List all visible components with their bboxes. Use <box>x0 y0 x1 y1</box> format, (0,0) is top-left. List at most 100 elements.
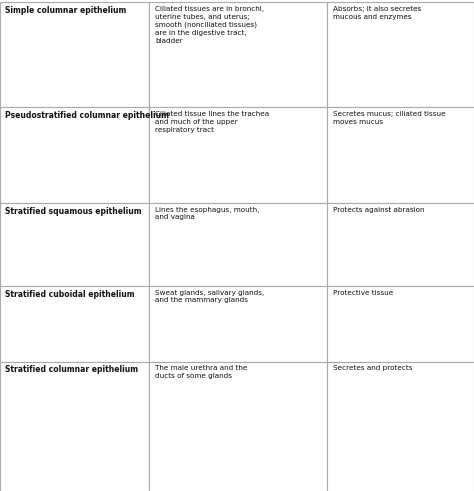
Bar <box>327 2 474 108</box>
Bar <box>88 318 112 334</box>
Ellipse shape <box>120 324 134 329</box>
Ellipse shape <box>101 420 113 430</box>
Ellipse shape <box>119 159 134 165</box>
Bar <box>34 154 57 157</box>
Text: Absorbs; it also secretes
mucous and enzymes: Absorbs; it also secretes mucous and enz… <box>333 6 421 20</box>
Bar <box>88 155 111 159</box>
Bar <box>61 251 85 262</box>
Bar <box>0 361 149 491</box>
Bar <box>88 336 112 352</box>
Text: Protective tissue: Protective tissue <box>333 290 393 296</box>
Bar <box>149 203 327 286</box>
Ellipse shape <box>87 66 98 82</box>
Bar <box>6 482 140 484</box>
Ellipse shape <box>65 177 81 187</box>
Ellipse shape <box>67 66 79 82</box>
Ellipse shape <box>12 159 27 166</box>
Bar <box>149 2 327 108</box>
Bar <box>96 403 116 440</box>
Bar <box>7 336 31 352</box>
Bar <box>114 318 138 334</box>
Bar <box>7 251 32 262</box>
Text: Stratified cuboidal epithelium: Stratified cuboidal epithelium <box>5 290 134 299</box>
Ellipse shape <box>125 66 137 82</box>
Ellipse shape <box>92 162 108 167</box>
Ellipse shape <box>106 66 118 82</box>
Ellipse shape <box>14 255 25 259</box>
Bar <box>88 251 112 262</box>
Bar <box>0 203 149 286</box>
Bar <box>61 318 85 334</box>
Bar <box>6 354 140 358</box>
Ellipse shape <box>123 462 135 471</box>
Bar <box>327 286 474 361</box>
Ellipse shape <box>10 66 21 82</box>
Bar <box>45 35 62 92</box>
Bar <box>61 264 85 275</box>
Bar <box>0 286 149 361</box>
Ellipse shape <box>92 167 108 174</box>
Text: Ciliated tissue lines the trachea
and much of the upper
respiratory tract: Ciliated tissue lines the trachea and mu… <box>155 111 269 133</box>
Ellipse shape <box>121 255 133 259</box>
Text: Secretes mucus; ciliated tissue
moves mucus: Secretes mucus; ciliated tissue moves mu… <box>333 111 446 125</box>
Bar <box>119 403 138 440</box>
Bar <box>34 318 58 334</box>
Ellipse shape <box>79 420 90 430</box>
Ellipse shape <box>13 324 26 329</box>
Text: Ciliated tissues are in bronchi,
uterine tubes, and uterus;
smooth (nonciliated : Ciliated tissues are in bronchi, uterine… <box>155 6 264 44</box>
Bar <box>7 149 30 190</box>
Bar <box>6 277 140 282</box>
Bar <box>29 444 49 482</box>
Ellipse shape <box>94 268 106 273</box>
Bar <box>34 264 58 275</box>
Bar <box>7 238 38 249</box>
Bar <box>115 146 137 150</box>
Ellipse shape <box>56 462 68 471</box>
Bar <box>29 403 49 440</box>
Bar <box>0 2 149 108</box>
Ellipse shape <box>11 462 23 471</box>
Bar <box>103 35 119 92</box>
Ellipse shape <box>13 342 26 348</box>
Ellipse shape <box>66 324 80 329</box>
Bar <box>7 264 32 275</box>
Bar <box>327 108 474 203</box>
Bar <box>83 35 100 92</box>
Bar <box>34 157 57 190</box>
Bar <box>114 264 139 275</box>
Ellipse shape <box>11 420 23 430</box>
Bar <box>119 444 138 482</box>
Bar <box>88 264 112 275</box>
Text: Secretes and protects: Secretes and protects <box>333 365 412 372</box>
Bar <box>7 444 27 482</box>
Bar <box>114 251 139 262</box>
Bar <box>6 30 140 35</box>
Text: The male urethra and the
ducts of some glands: The male urethra and the ducts of some g… <box>155 365 247 379</box>
Ellipse shape <box>39 159 54 165</box>
Ellipse shape <box>120 342 134 348</box>
Bar <box>149 286 327 361</box>
Bar <box>122 35 139 92</box>
Bar <box>74 444 94 482</box>
Bar <box>327 203 474 286</box>
Ellipse shape <box>38 170 54 177</box>
Ellipse shape <box>67 255 79 259</box>
Ellipse shape <box>123 420 135 430</box>
Bar <box>6 190 140 192</box>
Bar <box>327 361 474 491</box>
Ellipse shape <box>121 268 133 273</box>
Ellipse shape <box>14 268 25 273</box>
Bar <box>6 276 140 277</box>
Ellipse shape <box>34 462 46 471</box>
Bar <box>149 361 327 491</box>
Ellipse shape <box>49 242 64 246</box>
Ellipse shape <box>93 342 107 348</box>
Text: Simple columnar epithelium: Simple columnar epithelium <box>5 6 126 15</box>
Ellipse shape <box>39 324 53 329</box>
Bar <box>108 238 138 249</box>
Bar <box>7 145 30 149</box>
Bar <box>40 238 72 249</box>
Ellipse shape <box>79 462 90 471</box>
Ellipse shape <box>39 342 53 348</box>
Bar <box>74 238 105 249</box>
